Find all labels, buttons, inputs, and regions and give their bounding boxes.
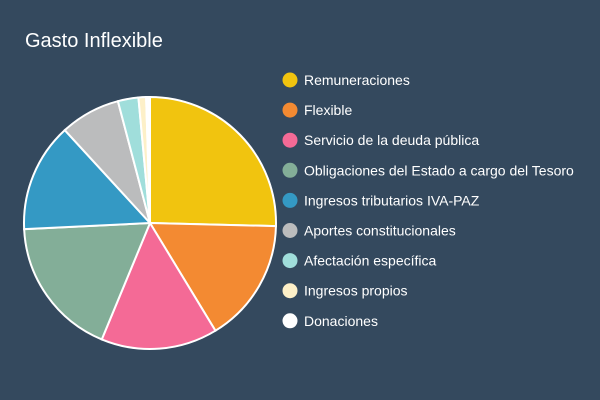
legend-item-3[interactable]: Obligaciones del Estado a cargo del Teso… <box>282 162 575 178</box>
pie-slice-4[interactable] <box>23 128 153 231</box>
legend-swatch-6 <box>282 253 298 269</box>
legend-item-0[interactable]: Remuneraciones <box>282 72 410 88</box>
legend-label-5: Aportes constitucionales <box>304 223 456 239</box>
legend-label-7: Ingresos propios <box>304 283 408 299</box>
chart-title: Gasto Inflexible <box>25 30 163 52</box>
legend-label-0: Remuneraciones <box>304 72 410 88</box>
pie-slice-3[interactable] <box>23 221 152 341</box>
pie-slice-2[interactable] <box>100 220 217 350</box>
legend-item-5[interactable]: Aportes constitucionales <box>282 223 456 239</box>
legend-swatch-1 <box>282 102 298 118</box>
legend-item-4[interactable]: Ingresos tributarios IVA-PAZ <box>282 192 480 208</box>
legend-label-8: Donaciones <box>304 313 378 329</box>
legend-swatch-3 <box>282 162 298 178</box>
legend-label-6: Afectación específica <box>304 253 437 269</box>
legend-swatch-0 <box>282 72 298 88</box>
legend-swatch-7 <box>282 283 298 299</box>
legend-swatch-8 <box>282 313 298 329</box>
legend-item-2[interactable]: Servicio de la deuda pública <box>282 132 480 148</box>
legend-swatch-5 <box>282 223 298 238</box>
legend-label-1: Flexible <box>304 102 352 118</box>
legend-item-7[interactable]: Ingresos propios <box>282 283 408 299</box>
legend-swatch-4 <box>282 192 298 208</box>
legend-item-1[interactable]: Flexible <box>282 102 353 118</box>
legend: Remuneraciones Flexible Servicio de la deu… <box>282 72 575 329</box>
legend-item-6[interactable]: Afectación específica <box>282 253 437 269</box>
pie-slice-1[interactable] <box>148 221 277 333</box>
legend-label-2: Servicio de la deuda pública <box>304 132 479 148</box>
legend-swatch-2 <box>282 132 298 148</box>
pie-slice-8[interactable] <box>145 95 151 224</box>
legend-label-3: Obligaciones del Estado a cargo del Teso… <box>304 162 574 178</box>
pie-slice-0[interactable] <box>149 95 277 228</box>
legend-label-4: Ingresos tributarios IVA-PAZ <box>304 192 480 208</box>
legend-item-8[interactable]: Donaciones <box>282 313 378 329</box>
pie-slices <box>23 95 277 350</box>
